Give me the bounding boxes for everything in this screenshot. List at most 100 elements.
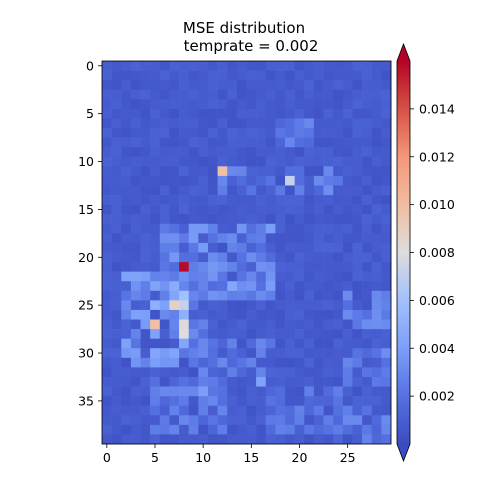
heatmap-cell xyxy=(313,214,324,225)
heatmap-cell xyxy=(323,80,334,91)
heatmap-cell xyxy=(371,376,382,387)
heatmap-cell xyxy=(102,137,112,148)
heatmap-cell xyxy=(130,128,141,138)
heatmap-cell xyxy=(140,80,151,91)
heatmap-cell xyxy=(285,185,295,196)
heatmap-cell xyxy=(121,396,132,407)
heatmap-cell xyxy=(188,386,199,397)
heatmap-cell xyxy=(236,108,247,119)
heatmap-cell xyxy=(304,281,315,292)
heatmap-cell xyxy=(227,223,238,234)
heatmap-cell xyxy=(217,70,228,81)
heatmap-cell xyxy=(130,434,141,445)
heatmap-cell xyxy=(371,156,382,167)
heatmap-cell xyxy=(294,348,305,359)
heatmap-cell xyxy=(150,61,161,71)
heatmap-cell xyxy=(294,300,305,311)
heatmap-cell xyxy=(256,319,267,330)
heatmap-cell xyxy=(285,405,295,416)
heatmap-cell xyxy=(198,185,209,196)
heatmap-cell xyxy=(121,348,132,359)
heatmap-cell xyxy=(111,204,122,215)
heatmap-cell xyxy=(362,367,373,378)
heatmap-cell xyxy=(265,108,276,119)
heatmap-cell xyxy=(313,156,324,167)
heatmap-cell xyxy=(313,89,324,100)
heatmap-cell xyxy=(188,204,199,215)
heatmap-cell xyxy=(236,348,247,359)
colorbar-tick-label: 0.004 xyxy=(419,341,455,356)
heatmap-cell xyxy=(265,166,276,177)
heatmap-cell xyxy=(179,262,189,272)
heatmap-cell xyxy=(217,415,228,426)
heatmap-cell xyxy=(169,223,180,234)
heatmap-cell xyxy=(236,166,247,177)
heatmap-cell xyxy=(294,70,305,81)
heatmap-cell xyxy=(179,108,189,119)
heatmap-cell xyxy=(381,195,392,205)
heatmap-cell xyxy=(294,175,305,186)
heatmap-cell xyxy=(285,108,295,119)
heatmap-cell xyxy=(294,309,305,320)
heatmap-cell xyxy=(140,175,151,186)
heatmap-cell xyxy=(236,214,247,225)
heatmap-cell xyxy=(256,348,267,359)
heatmap-cell xyxy=(169,424,180,435)
heatmap-cell xyxy=(265,233,276,244)
heatmap-cell xyxy=(102,271,112,282)
heatmap-cell xyxy=(256,396,267,407)
heatmap-cell xyxy=(159,166,170,177)
heatmap-cell xyxy=(150,223,161,234)
y-tick-label: 30 xyxy=(78,346,94,361)
heatmap-cell xyxy=(207,386,218,397)
heatmap-cell xyxy=(236,99,247,110)
heatmap-cell xyxy=(159,367,170,378)
heatmap-cell xyxy=(246,281,257,292)
heatmap-cell xyxy=(381,175,392,186)
heatmap-cell xyxy=(121,424,132,435)
heatmap-cell xyxy=(352,271,363,282)
heatmap-cell xyxy=(159,396,170,407)
heatmap-cell xyxy=(217,376,228,387)
heatmap-cell xyxy=(362,89,373,100)
heatmap-cell xyxy=(381,329,392,339)
heatmap-cell xyxy=(246,319,257,330)
heatmap-cell xyxy=(169,166,180,177)
heatmap-cell xyxy=(179,147,189,158)
heatmap-cell xyxy=(342,195,353,205)
heatmap-cell xyxy=(102,99,112,110)
heatmap-cell xyxy=(362,137,373,148)
heatmap-cell xyxy=(207,80,218,91)
heatmap-cell xyxy=(371,415,382,426)
heatmap-cell xyxy=(304,319,315,330)
heatmap-cell xyxy=(217,271,228,282)
heatmap-cell xyxy=(179,89,189,100)
heatmap-cell xyxy=(179,329,189,339)
heatmap-cell xyxy=(179,204,189,215)
heatmap-cell xyxy=(159,300,170,311)
heatmap-cell xyxy=(227,252,238,263)
heatmap-cell xyxy=(275,405,286,416)
heatmap-cell xyxy=(217,195,228,205)
heatmap-cell xyxy=(121,309,132,320)
heatmap-cell xyxy=(294,357,305,368)
heatmap-cell xyxy=(371,319,382,330)
heatmap-cell xyxy=(140,290,151,301)
heatmap-cell xyxy=(169,137,180,148)
heatmap-cell xyxy=(140,262,151,272)
heatmap-cell xyxy=(179,434,189,445)
heatmap-cell xyxy=(294,89,305,100)
heatmap-cell xyxy=(381,348,392,359)
heatmap-cell xyxy=(111,147,122,158)
heatmap-cell xyxy=(304,300,315,311)
x-tick-label: 10 xyxy=(195,450,211,465)
heatmap-cell xyxy=(342,99,353,110)
heatmap-cell xyxy=(294,156,305,167)
heatmap-cell xyxy=(227,118,238,129)
heatmap-cell xyxy=(323,396,334,407)
heatmap-cell xyxy=(130,166,141,177)
heatmap-cell xyxy=(130,137,141,148)
heatmap-cell xyxy=(179,396,189,407)
heatmap-cell xyxy=(159,70,170,81)
heatmap-cell xyxy=(381,290,392,301)
